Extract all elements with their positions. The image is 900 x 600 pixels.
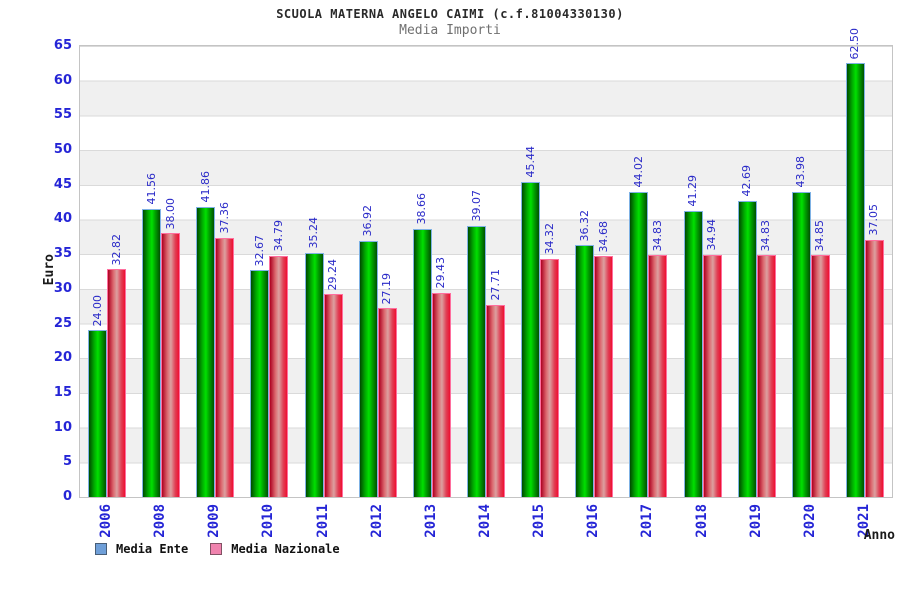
value-label-nazionale-2009: 37.36 [217,202,231,234]
bar-media-nazionale-2012 [377,308,397,497]
y-tick-15: 15 [53,384,72,400]
value-label-nazionale-2012: 27.19 [380,272,394,305]
value-label-nazionale-2013: 29.43 [434,257,448,289]
legend-label-media-ente: Media Ente [116,542,189,556]
y-tick-60: 60 [53,72,72,88]
value-label-ente-2020: 43.98 [794,156,808,188]
x-tick-2015: 2015 [531,504,548,538]
bar-media-ente-2019 [737,200,757,497]
y-tick-40: 40 [53,211,72,227]
value-label-ente-2015: 45.44 [523,146,537,178]
bar-media-nazionale-2006 [107,269,127,497]
value-label-nazionale-2020: 34.85 [813,219,827,252]
value-label-ente-2021: 62.50 [848,27,862,60]
x-tick-2014: 2014 [477,504,493,538]
legend: Media Ente Media Nazionale [95,541,362,557]
x-tick-2019: 2019 [747,504,764,538]
bar-media-nazionale-2009 [215,237,235,497]
value-label-nazionale-2014: 27.71 [488,269,502,301]
value-label-ente-2019: 42.69 [740,165,754,197]
value-label-ente-2011: 35.24 [307,217,321,249]
bar-media-ente-2018 [683,210,703,497]
x-tick-2016: 2016 [585,504,602,538]
bar-media-nazionale-2018 [702,254,722,497]
bar-media-nazionale-2008 [161,233,181,497]
y-tick-45: 45 [53,176,72,192]
value-label-ente-2006: 24.00 [90,294,104,327]
x-tick-2008: 2008 [152,504,169,538]
bar-media-ente-2008 [142,208,162,497]
bar-media-nazionale-2010 [269,255,289,497]
x-tick-2012: 2012 [368,504,385,538]
value-label-ente-2017: 44.02 [631,156,645,188]
bar-media-nazionale-2014 [486,304,505,497]
bar-media-ente-2009 [196,206,216,497]
y-tick-25: 25 [53,315,72,331]
value-label-ente-2013: 38.66 [415,193,429,225]
bar-media-nazionale-2015 [540,258,560,497]
value-label-nazionale-2015: 34.32 [542,223,556,255]
value-label-nazionale-2017: 34.83 [650,219,664,252]
x-tick-2013: 2013 [422,504,439,538]
y-tick-35: 35 [53,246,72,262]
value-label-nazionale-2006: 32.82 [109,233,123,266]
y-tick-10: 10 [53,419,72,435]
x-tick-2006: 2006 [98,504,115,538]
chart-title: SCUOLA MATERNA ANGELO CAIMI (c.f.8100433… [276,7,624,21]
bar-media-ente-2011 [304,252,324,497]
y-tick-20: 20 [53,350,72,366]
bar-media-nazionale-2019 [756,255,776,497]
bar-media-ente-2012 [358,240,378,497]
legend-swatch-media-nazionale [210,543,223,555]
value-label-ente-2012: 36.92 [361,205,375,237]
bar-media-nazionale-2017 [648,255,668,497]
value-label-nazionale-2016: 34.68 [596,220,610,253]
bar-media-ente-2015 [521,181,541,497]
x-tick-2011: 2011 [314,504,331,538]
x-tick-2010: 2010 [260,504,277,538]
value-label-nazionale-2021: 37.05 [867,204,881,236]
bar-media-nazionale-2021 [864,239,884,497]
y-tick-50: 50 [53,142,72,158]
bar-media-ente-2014 [467,225,486,497]
bar-media-ente-2013 [412,228,432,497]
x-tick-2018: 2018 [693,504,710,538]
y-tick-55: 55 [53,107,72,123]
x-tick-2017: 2017 [639,504,656,538]
value-label-ente-2010: 32.67 [252,234,266,267]
value-label-nazionale-2010: 34.79 [271,220,285,252]
value-label-ente-2018: 41.29 [686,175,700,207]
value-label-ente-2014: 39.07 [469,190,483,222]
value-label-nazionale-2008: 38.00 [163,197,177,230]
value-label-ente-2008: 41.56 [144,173,158,205]
bar-media-ente-2016 [575,245,595,497]
bar-media-ente-2021 [845,63,865,497]
bar-media-nazionale-2011 [323,294,343,497]
bar-media-ente-2010 [250,270,270,497]
y-tick-30: 30 [53,280,72,296]
bar-media-nazionale-2013 [431,292,451,497]
y-tick-0: 0 [62,489,72,504]
x-tick-2020: 2020 [801,504,818,538]
bar-media-nazionale-2016 [594,256,614,497]
value-label-nazionale-2019: 34.83 [759,219,773,252]
bar-media-ente-2017 [629,191,649,497]
plot-area: 24.00 32.82 41.56 38.00 41.86 37.36 32.67 34.79… [79,28,893,498]
x-tick-2009: 2009 [206,504,223,538]
value-label-nazionale-2018: 34.94 [705,219,719,251]
y-tick-5: 5 [62,454,72,470]
value-label-nazionale-2011: 29.24 [326,258,340,291]
y-tick-65: 65 [53,38,72,53]
value-label-ente-2009: 41.86 [198,171,212,203]
bar-media-ente-2020 [791,191,811,497]
x-axis-title: Anno [863,528,895,543]
value-label-ente-2016: 36.32 [577,209,591,242]
bar-media-nazionale-2020 [810,255,830,497]
legend-label-media-nazionale: Media Nazionale [231,542,340,556]
chart-subtitle: Media Importi [399,23,501,38]
legend-swatch-media-ente [95,543,107,555]
bar-media-ente-2006 [88,330,108,497]
